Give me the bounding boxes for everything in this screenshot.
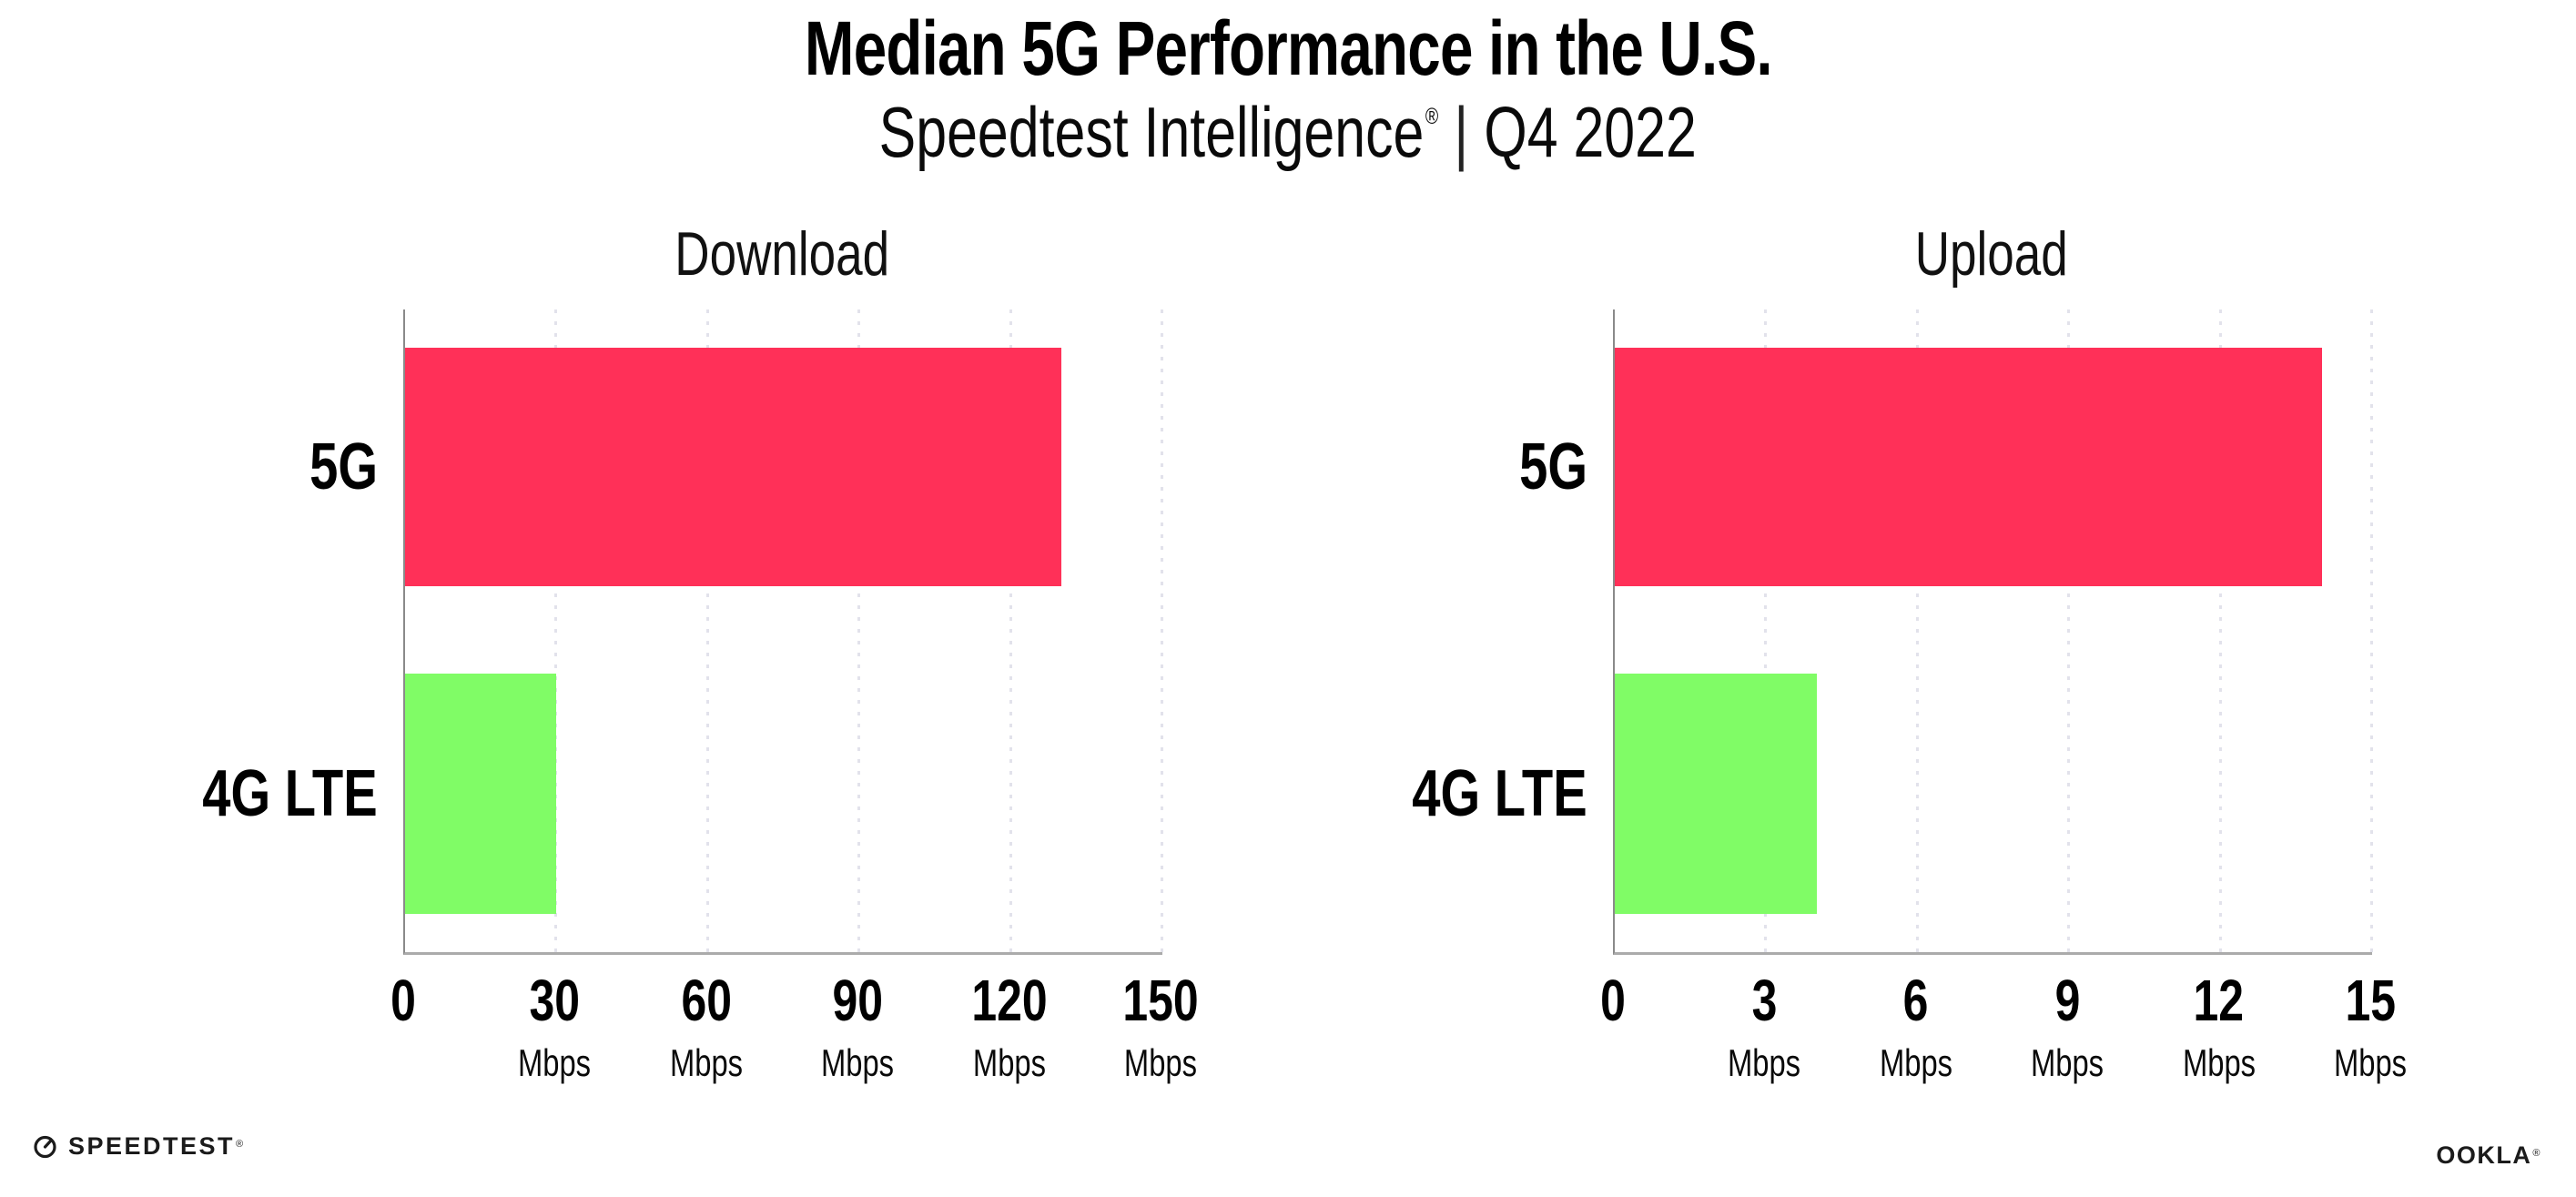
- bar-4g-lte-download: [405, 674, 557, 914]
- subtitle-period: Q4 2022: [1484, 92, 1698, 172]
- gridline-150: [1161, 309, 1163, 952]
- speedtest-logo: SPEEDTEST®: [33, 1132, 246, 1161]
- download-x-axis: 0 30 Mbps 60 Mbps 90 Mbps 120 Mbps 150 M…: [390, 967, 1199, 1158]
- tick-unit: Mbps: [2333, 1041, 2408, 1084]
- tick-unit: Mbps: [1879, 1041, 1952, 1084]
- tick-unit: Mbps: [518, 1041, 592, 1084]
- x-tick-6: 6 Mbps: [1879, 968, 1952, 1084]
- gridline-60: [705, 309, 709, 952]
- tick-unit: Mbps: [669, 1041, 743, 1084]
- gridline-9: [2067, 309, 2071, 952]
- upload-x-axis: 0 3 Mbps 6 Mbps 9 Mbps 12 Mbps 15 Mbps: [1600, 967, 2407, 1158]
- tick-unit: Mbps: [1123, 1041, 1198, 1084]
- subtitle-separator: |: [1454, 92, 1469, 172]
- speedtest-wordmark: SPEEDTEST®: [68, 1132, 246, 1160]
- row-label-5g: 5G: [309, 431, 378, 503]
- tick-unit: Mbps: [972, 1041, 1046, 1084]
- gridline-90: [857, 309, 861, 952]
- bar-4g-lte-upload: [1615, 674, 1817, 914]
- x-tick-30: 30 Mbps: [518, 968, 592, 1084]
- x-tick-120: 120 Mbps: [970, 968, 1048, 1084]
- x-tick-3: 3 Mbps: [1728, 968, 1801, 1084]
- gridline-15: [2370, 309, 2373, 952]
- ookla-registered-mark: ®: [2532, 1148, 2541, 1159]
- x-tick-60: 60 Mbps: [669, 968, 743, 1084]
- tick-unit: Mbps: [821, 1041, 895, 1084]
- subtitle-brand: Speedtest Intelligence: [878, 92, 1425, 172]
- x-tick-9: 9 Mbps: [2031, 968, 2104, 1084]
- page-subtitle: Speedtest Intelligence® | Q4 2022: [0, 91, 2576, 190]
- ookla-wordmark: OOKLA®: [2436, 1141, 2541, 1169]
- ookla-logo: OOKLA®: [2436, 1141, 2541, 1170]
- registered-mark: ®: [1425, 103, 1439, 129]
- tick-unit: Mbps: [2031, 1041, 2104, 1084]
- download-chart-title: Download: [674, 219, 889, 289]
- x-tick-12: 12 Mbps: [2182, 968, 2256, 1084]
- tick-unit: Mbps: [2182, 1041, 2256, 1084]
- gridline-120: [1009, 309, 1012, 952]
- upload-chart-title: Upload: [1914, 219, 2069, 289]
- row-label-5g: 5G: [1519, 431, 1587, 503]
- gridline-30: [554, 309, 558, 952]
- x-tick-0: 0: [1600, 968, 1626, 1033]
- page-title: Median 5G Performance in the U.S.: [804, 5, 1773, 91]
- upload-plot-area: [1613, 309, 2373, 955]
- download-plot-area: [403, 309, 1163, 955]
- x-tick-150: 150 Mbps: [1122, 968, 1199, 1084]
- gridline-12: [2218, 309, 2222, 952]
- x-tick-90: 90 Mbps: [821, 968, 895, 1084]
- bar-5g-download: [405, 348, 1062, 586]
- row-label-4g-lte: 4G LTE: [202, 757, 378, 830]
- speedtest-registered-mark: ®: [236, 1139, 246, 1150]
- speedtest-gauge-icon: [33, 1134, 57, 1159]
- x-tick-0: 0: [390, 968, 416, 1033]
- gridline-6: [1915, 309, 1919, 952]
- x-tick-15: 15 Mbps: [2333, 968, 2408, 1084]
- tick-unit: Mbps: [1728, 1041, 1801, 1084]
- row-label-4g-lte: 4G LTE: [1412, 757, 1587, 830]
- gridline-3: [1764, 309, 1768, 952]
- bar-5g-upload: [1615, 348, 2322, 586]
